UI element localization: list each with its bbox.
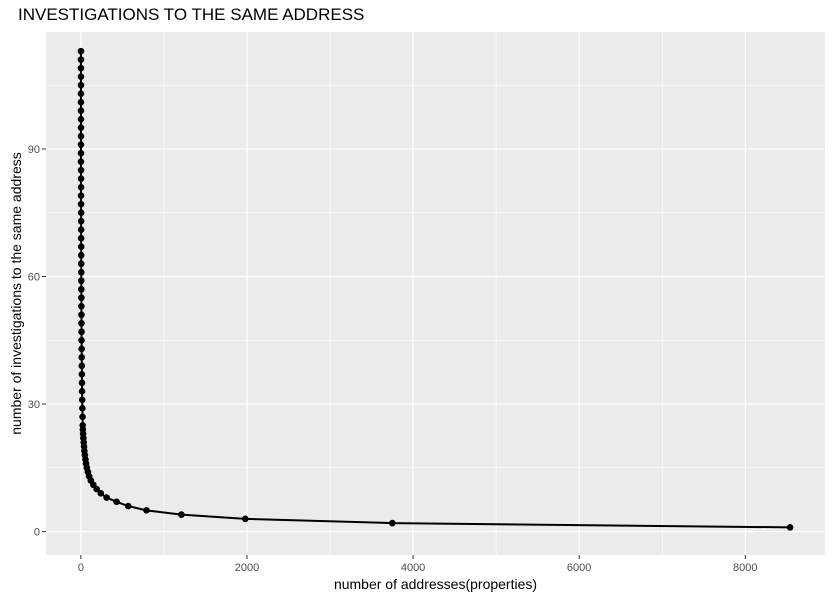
data-point (786, 524, 794, 531)
y-axis-title: number of investigations to the same add… (8, 152, 24, 435)
data-point (77, 141, 85, 148)
data-point (77, 183, 85, 191)
data-point (79, 413, 86, 421)
data-point (79, 405, 86, 412)
data-point (78, 387, 86, 395)
data-point (77, 234, 85, 242)
data-point (78, 370, 86, 378)
data-point (78, 379, 86, 387)
data-point (77, 107, 85, 114)
data-point (78, 362, 86, 370)
data-point (178, 511, 185, 518)
data-point (143, 507, 150, 514)
data-point (113, 498, 120, 506)
data-point (77, 81, 85, 89)
data-point (77, 98, 85, 106)
data-point (77, 226, 85, 234)
minor-gridlines (46, 32, 825, 555)
data-point (77, 124, 85, 131)
data-point (77, 158, 85, 165)
chart-title: INVESTIGATIONS TO THE SAME ADDRESS (18, 5, 365, 24)
data-point (77, 47, 85, 55)
data-point (77, 132, 85, 140)
data-point (78, 328, 85, 336)
data-point (77, 73, 85, 80)
data-point (78, 294, 85, 302)
data-point (78, 396, 86, 404)
data-point (78, 353, 86, 361)
x-tick-label: 2000 (235, 562, 259, 574)
data-points (77, 47, 794, 531)
data-point (77, 268, 85, 276)
data-point (78, 311, 85, 319)
data-point (77, 149, 85, 157)
plot-panel (46, 32, 825, 555)
data-point (124, 502, 132, 510)
data-point (103, 494, 110, 501)
data-point (77, 277, 85, 285)
y-tick-label: 60 (28, 271, 40, 283)
data-point (79, 422, 87, 429)
y-tick-label: 30 (28, 399, 40, 411)
data-point (77, 64, 85, 72)
y-axis: 0 30 60 90 (28, 144, 46, 539)
x-axis: 0 2000 4000 6000 8000 (78, 555, 758, 574)
data-point (77, 209, 85, 217)
data-point (77, 175, 85, 182)
data-point (77, 200, 85, 208)
data-point (242, 515, 249, 523)
data-point (77, 251, 85, 259)
x-tick-label: 0 (78, 562, 84, 574)
data-point (77, 285, 85, 293)
data-point (77, 243, 85, 251)
data-point (77, 90, 85, 97)
data-point (77, 56, 85, 63)
y-tick-label: 90 (28, 144, 40, 156)
data-point (77, 217, 85, 225)
data-point (78, 302, 85, 310)
data-point (78, 345, 85, 353)
x-tick-label: 4000 (401, 562, 425, 574)
data-point (77, 192, 85, 200)
x-tick-label: 8000 (733, 562, 757, 574)
x-axis-title: number of addresses(properties) (334, 576, 537, 592)
data-point (77, 260, 85, 268)
data-point (77, 166, 85, 174)
data-point (78, 336, 85, 344)
data-point (97, 490, 105, 497)
data-point (78, 319, 85, 327)
data-point (389, 519, 396, 527)
x-tick-label: 6000 (567, 562, 591, 574)
data-point (77, 115, 85, 123)
y-tick-label: 0 (34, 527, 40, 539)
